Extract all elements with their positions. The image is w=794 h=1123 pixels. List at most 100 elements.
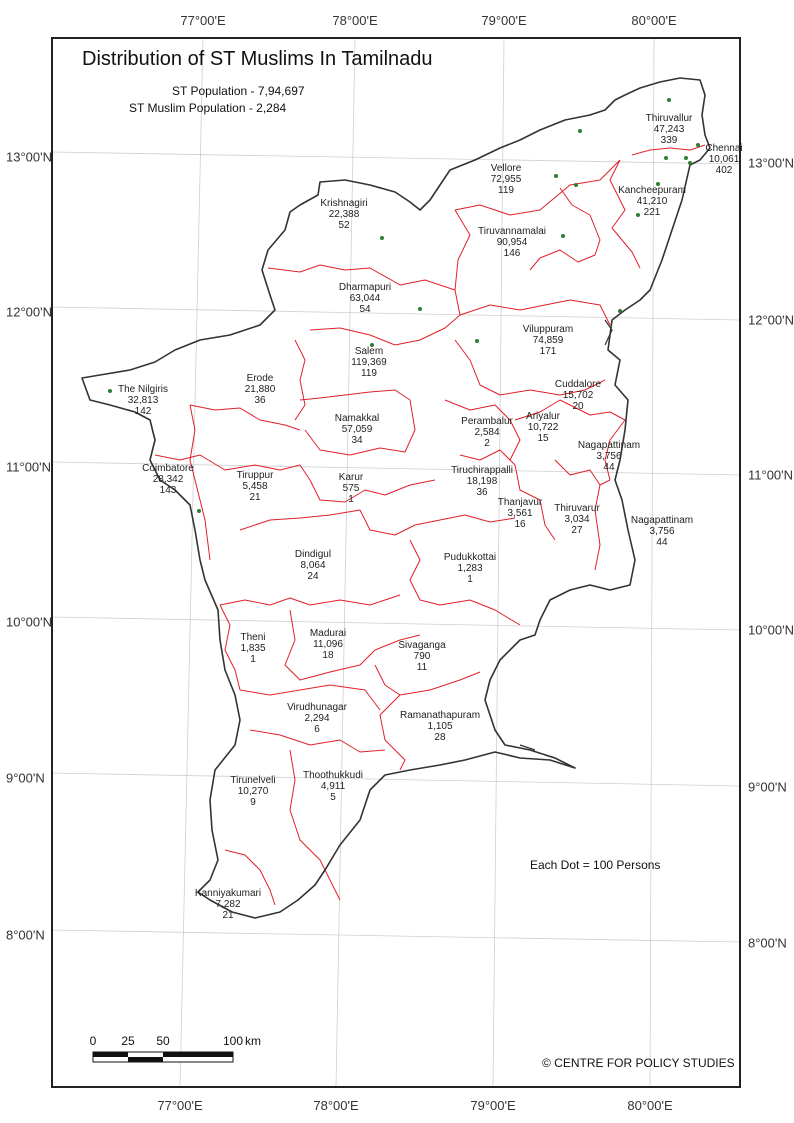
district-label: Vellore 72,955 119: [491, 163, 522, 196]
credit-label: © CENTRE FOR POLICY STUDIES: [542, 1056, 735, 1070]
district-st-population: 57,059: [341, 424, 373, 435]
district-st-population: 63,044: [349, 293, 381, 304]
district-st-muslims: 9: [250, 797, 256, 808]
district-name: Virudhunagar: [287, 702, 347, 713]
district-label: Dharmapuri 63,044 54: [339, 282, 391, 315]
latitude-label-right: 8°00'N: [748, 935, 787, 951]
dots: [108, 98, 700, 513]
district-st-population: 18,198: [466, 476, 498, 487]
district-st-population: 90,954: [496, 237, 528, 248]
district-st-population: 3,756: [596, 451, 622, 462]
district-st-muslims: 15: [537, 433, 549, 444]
district-st-muslims: 146: [503, 248, 521, 259]
district-st-muslims: 36: [476, 487, 488, 498]
longitude-label-top: 78°00'E: [332, 13, 378, 28]
district-st-muslims: 143: [159, 485, 177, 496]
district-st-muslims: 44: [603, 462, 615, 473]
district-name: Tiruchirappalli: [451, 465, 513, 476]
district-name: Kancheepuram: [618, 185, 686, 196]
district-label: Kanniyakumari 7,282 21: [195, 888, 261, 921]
district-st-population: 7,282: [215, 899, 241, 910]
district-name: Ramanathapuram: [399, 710, 481, 721]
latitude-label-right: 10°00'N: [748, 622, 794, 638]
district-name: Thiruvarur: [554, 503, 600, 514]
district-name: Cuddalore: [554, 379, 602, 390]
district-st-population: 32,813: [127, 395, 159, 406]
district-st-muslims: 339: [660, 135, 678, 146]
district-st-muslims: 21: [249, 492, 261, 503]
district-label: Thiruvallur 47,243 339: [646, 113, 693, 146]
district-st-population: 2,294: [304, 713, 330, 724]
district-name: Tiruvannamalai: [478, 226, 546, 237]
district-name: Pudukkottai: [443, 552, 497, 563]
district-st-muslims: 119: [498, 185, 514, 196]
longitude-label-bottom: 77°00'E: [157, 1098, 203, 1113]
map-frame: [51, 37, 741, 1088]
latitude-label-left: 9°00'N: [6, 770, 45, 786]
latitude-label-left: 12°00'N: [6, 304, 52, 320]
district-st-population: 41,210: [636, 196, 668, 207]
district-st-muslims: 28: [434, 732, 446, 743]
district-st-population: 47,243: [653, 124, 685, 135]
district-st-population: 5,458: [242, 481, 268, 492]
district-label: Coimbatore 28,342 143: [142, 463, 194, 496]
state-outline: [81, 77, 711, 919]
district-st-population: 3,756: [649, 526, 675, 537]
district-st-population: 2,584: [474, 427, 500, 438]
district-st-population: 575: [342, 483, 360, 494]
map-title: Distribution of ST Muslims In Tamilnadu: [82, 48, 433, 70]
district-name: The Nilgiris: [117, 384, 169, 395]
district-label: Viluppuram 74,859 171: [523, 324, 573, 357]
scale-tick-label: 50: [156, 1034, 170, 1048]
district-label: Nagapattinam 3,756 44: [578, 440, 640, 473]
longitude-label-bottom: 79°00'E: [470, 1098, 516, 1113]
district-st-muslims: 18: [322, 650, 334, 661]
district-label: Tiruppur 5,458 21: [237, 470, 274, 503]
district-st-muslims: 5: [330, 792, 336, 803]
district-name: Thiruvallur: [645, 113, 693, 124]
district-st-muslims: 16: [514, 519, 526, 530]
district-name: Viluppuram: [522, 324, 574, 335]
district-name: Krishnagiri: [320, 198, 368, 209]
latitude-label-left: 13°00'N: [6, 149, 52, 165]
district-st-population: 74,859: [532, 335, 564, 346]
district-name: Nagapattinam: [577, 440, 641, 451]
district-name: Madurai: [309, 628, 347, 639]
district-st-population: 4,911: [320, 781, 346, 792]
district-st-muslims: 6: [314, 724, 320, 735]
district-st-muslims: 142: [134, 406, 152, 417]
district-st-population: 22,388: [328, 209, 360, 220]
district-st-population: 3,561: [507, 508, 533, 519]
scale-unit-label: km: [245, 1034, 261, 1048]
district-st-muslims: 21: [222, 910, 234, 921]
district-st-population: 1,105: [427, 721, 453, 732]
district-label: Thiruvarur 3,034 27: [554, 503, 600, 536]
district-label: Chennai 10,061 402: [705, 143, 742, 176]
district-name: Dindigul: [294, 549, 332, 560]
district-st-muslims: 171: [539, 346, 557, 357]
district-st-population: 11,096: [313, 639, 343, 650]
latitude-label-right: 9°00'N: [748, 779, 787, 795]
district-st-population: 21,880: [244, 384, 276, 395]
district-name: Coimbatore: [142, 463, 194, 474]
district-st-population: 1,835: [240, 643, 266, 654]
dot-legend: Each Dot = 100 Persons: [530, 858, 661, 872]
district-label: Madurai 11,096 18: [310, 628, 346, 661]
scale-bar: [92, 1051, 234, 1063]
district-name: Tirunelveli: [230, 775, 276, 786]
st-muslim-population-label: ST Muslim Population - 2,284: [129, 101, 287, 115]
district-name: Kanniyakumari: [194, 888, 262, 899]
district-label: Erode 21,880 36: [245, 373, 276, 406]
latitude-label-right: 11°00'N: [748, 467, 794, 483]
district-name: Tiruppur: [236, 470, 274, 481]
district-name: Vellore: [490, 163, 522, 174]
scale-tick-label: 25: [121, 1034, 135, 1048]
latitude-label-right: 13°00'N: [748, 155, 794, 171]
district-label: Theni 1,835 1: [240, 632, 265, 665]
district-label: Tirunelveli 10,270 9: [230, 775, 275, 808]
district-label: Virudhunagar 2,294 6: [287, 702, 347, 735]
district-st-population: 1,283: [457, 563, 483, 574]
district-label: Salem 119,369 119: [351, 346, 386, 379]
district-st-muslims: 24: [307, 571, 319, 582]
scale-tick-label: 0: [89, 1034, 97, 1048]
